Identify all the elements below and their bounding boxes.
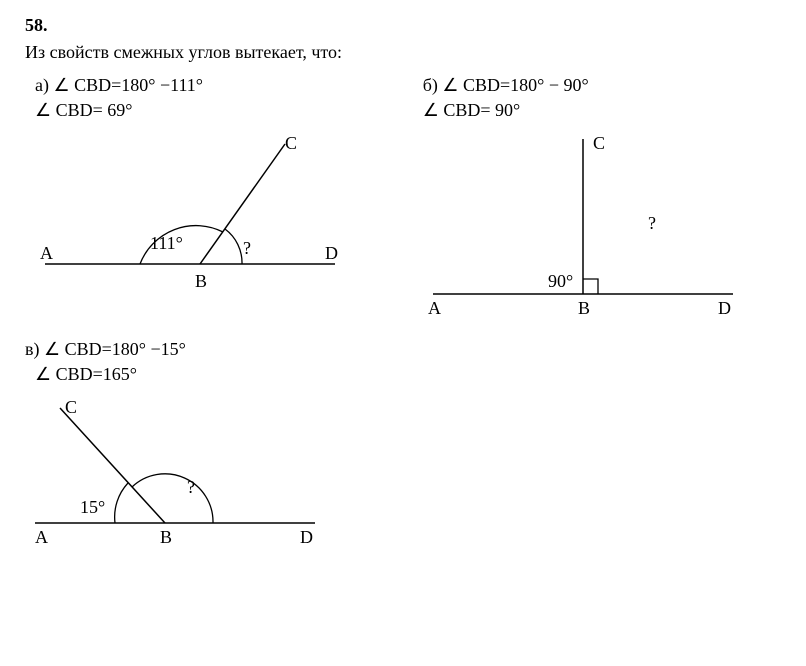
part-v-eq2: ∠ CBD=165° bbox=[35, 364, 781, 385]
pt-a-a: A bbox=[40, 243, 53, 263]
intro-text: Из свойств смежных углов вытекает, что: bbox=[25, 42, 781, 63]
problem-number: 58. bbox=[25, 15, 781, 36]
qmark-a: ? bbox=[243, 238, 251, 258]
part-v-eq1-text: ∠ CBD=180° −15° bbox=[44, 339, 186, 359]
qmark-b: ? bbox=[648, 213, 656, 233]
diagram-b: 90° ? A B C D bbox=[413, 129, 753, 329]
pt-b-v: B bbox=[160, 527, 172, 547]
part-a-eq2: ∠ CBD= 69° bbox=[35, 100, 413, 121]
part-v: в) ∠ CBD=180° −15° ∠ CBD=165° 15° ? A B … bbox=[25, 339, 781, 553]
angle-111-label: 111° bbox=[150, 233, 183, 253]
diagram-a: 111° ? A B C D bbox=[25, 129, 365, 309]
angle-90-label: 90° bbox=[548, 271, 573, 291]
part-b-eq2: ∠ CBD= 90° bbox=[423, 100, 781, 121]
pt-c-b: C bbox=[593, 133, 605, 153]
part-v-label: в) bbox=[25, 339, 40, 359]
diagram-v: 15° ? A B C D bbox=[25, 393, 345, 553]
pt-a-v: A bbox=[35, 527, 48, 547]
part-b: б) ∠ CBD=180° − 90° ∠ CBD= 90° 90° ? A B… bbox=[413, 75, 781, 329]
part-a-eq1-text: ∠ CBD=180° −111° bbox=[53, 75, 203, 95]
part-a-eq1: а) ∠ CBD=180° −111° bbox=[35, 75, 413, 96]
pt-b-b: B bbox=[578, 298, 590, 318]
pt-d-b: D bbox=[718, 298, 731, 318]
arc-15 bbox=[115, 483, 128, 523]
pt-b-a: B bbox=[195, 271, 207, 291]
part-b-label: б) bbox=[423, 75, 438, 95]
pt-d-v: D bbox=[300, 527, 313, 547]
part-v-eq1: в) ∠ CBD=180° −15° bbox=[25, 339, 781, 360]
ray-bc-v bbox=[60, 408, 165, 523]
pt-c-a: C bbox=[285, 133, 297, 153]
qmark-v: ? bbox=[187, 477, 195, 497]
right-angle-mark bbox=[583, 279, 598, 294]
arc-q-v bbox=[132, 474, 213, 523]
arc-q-a bbox=[225, 229, 242, 264]
part-b-eq1-text: ∠ CBD=180° − 90° bbox=[442, 75, 588, 95]
pt-d-a: D bbox=[325, 243, 338, 263]
angle-15-label: 15° bbox=[80, 497, 105, 517]
row-ab: а) ∠ CBD=180° −111° ∠ CBD= 69° 111° ? A … bbox=[25, 75, 781, 329]
part-b-eq1: б) ∠ CBD=180° − 90° bbox=[423, 75, 781, 96]
pt-c-v: C bbox=[65, 397, 77, 417]
part-a-label: а) bbox=[35, 75, 49, 95]
part-a: а) ∠ CBD=180° −111° ∠ CBD= 69° 111° ? A … bbox=[25, 75, 413, 329]
pt-a-b: A bbox=[428, 298, 441, 318]
